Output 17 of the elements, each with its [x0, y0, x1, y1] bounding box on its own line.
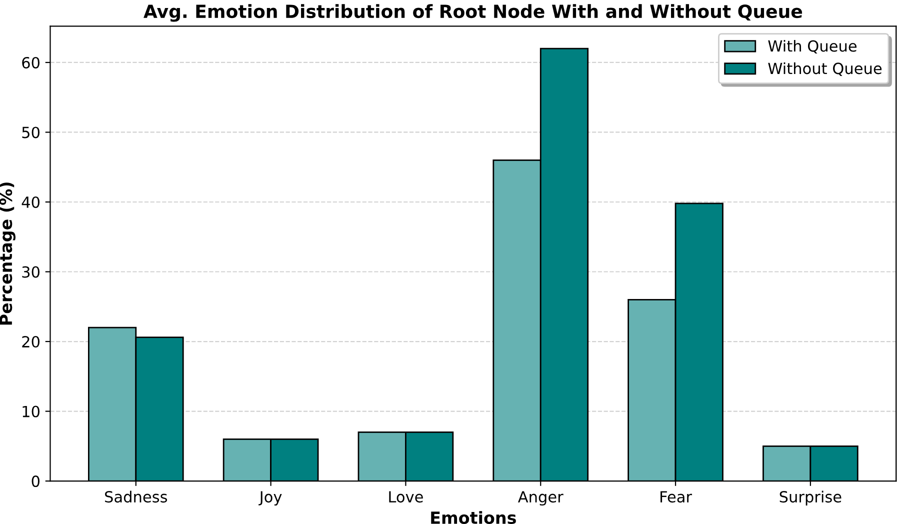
y-tick-label: 20 [22, 336, 40, 348]
y-tick-label: 40 [22, 196, 40, 208]
y-tick-label: 0 [32, 475, 40, 488]
x-tick-label: Anger [518, 491, 564, 506]
y-tick-label: 10 [22, 406, 40, 418]
chart-title: Avg. Emotion Distribution of Root Node With and Without Queue [144, 4, 802, 22]
x-tick-label: Sadness [105, 490, 168, 503]
x-tick-label: Joy [258, 491, 282, 506]
legend-label: Without Queue [768, 62, 882, 76]
legend-label: With Queue [768, 40, 857, 54]
x-tick-label: Fear [660, 491, 692, 503]
y-tick-label: 30 [22, 266, 40, 278]
y-tick-label: 60 [22, 56, 40, 68]
x-tick-label: Surprise [780, 490, 842, 506]
x-axis-title: Emotions [431, 511, 516, 524]
y-tick-label: 50 [22, 126, 40, 138]
x-tick-label: Love [389, 491, 423, 503]
